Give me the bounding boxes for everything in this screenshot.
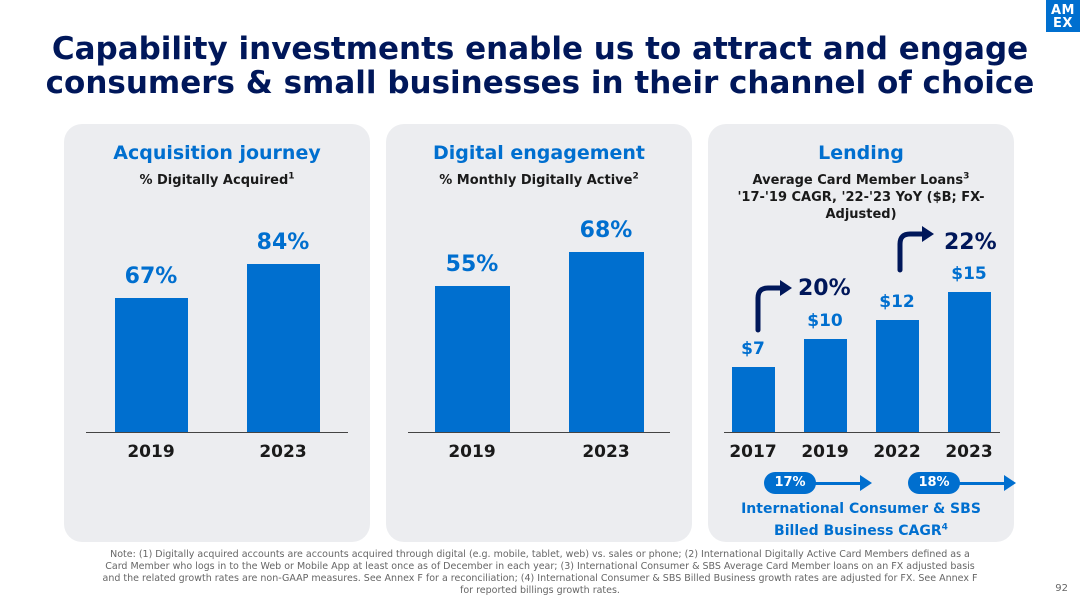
engagement-axis <box>408 432 670 433</box>
acquisition-panel: Acquisition journey % Digitally Acquired… <box>64 124 370 542</box>
lending-xlabel-2023: 2023 <box>945 442 993 462</box>
growth-arrow-2-icon <box>897 226 934 273</box>
lending-subtitle-line2: '17-'19 CAGR, '22-'23 YoY ($B; FX-Adjust… <box>737 190 985 222</box>
lending-footnote-ref: 3 <box>963 171 970 182</box>
engagement-title: Digital engagement <box>432 142 646 164</box>
lending-bar-2017 <box>731 366 775 432</box>
lending-title: Lending <box>818 142 904 164</box>
intl-cagr-pill-2: 18% <box>908 472 1020 494</box>
acquisition-axis <box>86 432 348 433</box>
page-number: 92 <box>1055 583 1068 594</box>
lending-xlabel-2017: 2017 <box>729 442 777 462</box>
engagement-footnote-ref: 2 <box>632 171 639 182</box>
intl-caption-line2: Billed Business CAGR <box>774 523 942 539</box>
intl-cagr-1-line <box>814 482 862 485</box>
engagement-xlabel-2019: 2019 <box>448 442 496 462</box>
intl-caption-line1: International Consumer & SBS <box>741 501 981 517</box>
acquisition-value-2023: 84% <box>256 230 310 255</box>
intl-cagr-2-label: 18% <box>908 472 960 494</box>
lending-bar-2022 <box>875 319 919 432</box>
growth-2017-2019: 20% <box>798 276 851 301</box>
acquisition-footnote-ref: 1 <box>288 171 295 182</box>
lending-subtitle: Average Card Member Loans3 '17-'19 CAGR,… <box>726 172 996 223</box>
engagement-bar-2019 <box>434 286 510 432</box>
lending-panel: Lending Average Card Member Loans3 '17-'… <box>708 124 1016 542</box>
lending-value-2022: $12 <box>879 291 915 312</box>
acquisition-subtitle: % Digitally Acquired1 <box>64 172 370 189</box>
lending-value-2023: $15 <box>951 263 987 284</box>
acquisition-bar-2023 <box>246 264 320 432</box>
intl-footnote-ref: 4 <box>941 522 948 533</box>
acquisition-xlabel-2019: 2019 <box>127 442 175 462</box>
arrow-right-icon <box>860 475 872 491</box>
intl-cagr-1-label: 17% <box>764 472 816 494</box>
intl-billed-business-caption: International Consumer & SBS Billed Busi… <box>708 498 1014 542</box>
logo-line-2: EX <box>1053 16 1073 31</box>
acquisition-xlabel-2023: 2023 <box>259 442 307 462</box>
engagement-value-2023: 68% <box>579 217 633 243</box>
footnote-text: Note: (1) Digitally acquired accounts ar… <box>102 549 978 596</box>
arrow-right-icon <box>1004 475 1016 491</box>
engagement-xlabel-2023: 2023 <box>582 442 630 462</box>
lending-xlabel-2022: 2022 <box>873 442 921 462</box>
lending-axis <box>724 432 1000 433</box>
lending-bar-2023 <box>947 291 991 432</box>
lending-bar-2019 <box>803 338 847 432</box>
engagement-panel: Digital engagement % Monthly Digitally A… <box>386 124 692 542</box>
lending-subtitle-line1: Average Card Member Loans <box>752 173 964 188</box>
engagement-value-2019: 55% <box>445 252 499 278</box>
logo-line-1: AM <box>1051 3 1075 18</box>
engagement-subtitle: % Monthly Digitally Active2 <box>386 172 692 189</box>
growth-2022-2023: 22% <box>944 230 997 255</box>
lending-xlabel-2019: 2019 <box>801 442 849 462</box>
acquisition-subtitle-text: % Digitally Acquired <box>139 173 289 188</box>
acquisition-value-2019: 67% <box>124 264 178 289</box>
acquisition-bar-2019 <box>114 298 188 432</box>
engagement-bar-2023 <box>568 251 644 432</box>
intl-cagr-pill-1: 17% <box>764 472 876 494</box>
growth-arrow-1-icon <box>755 280 792 333</box>
acquisition-title: Acquisition journey <box>113 142 321 164</box>
intl-cagr-2-line <box>958 482 1006 485</box>
page-title: Capability investments enable us to attr… <box>45 31 1035 101</box>
lending-value-2017: $7 <box>741 338 765 359</box>
amex-logo: AM EX <box>1046 0 1080 32</box>
engagement-subtitle-text: % Monthly Digitally Active <box>439 173 633 188</box>
lending-value-2019: $10 <box>807 310 843 331</box>
